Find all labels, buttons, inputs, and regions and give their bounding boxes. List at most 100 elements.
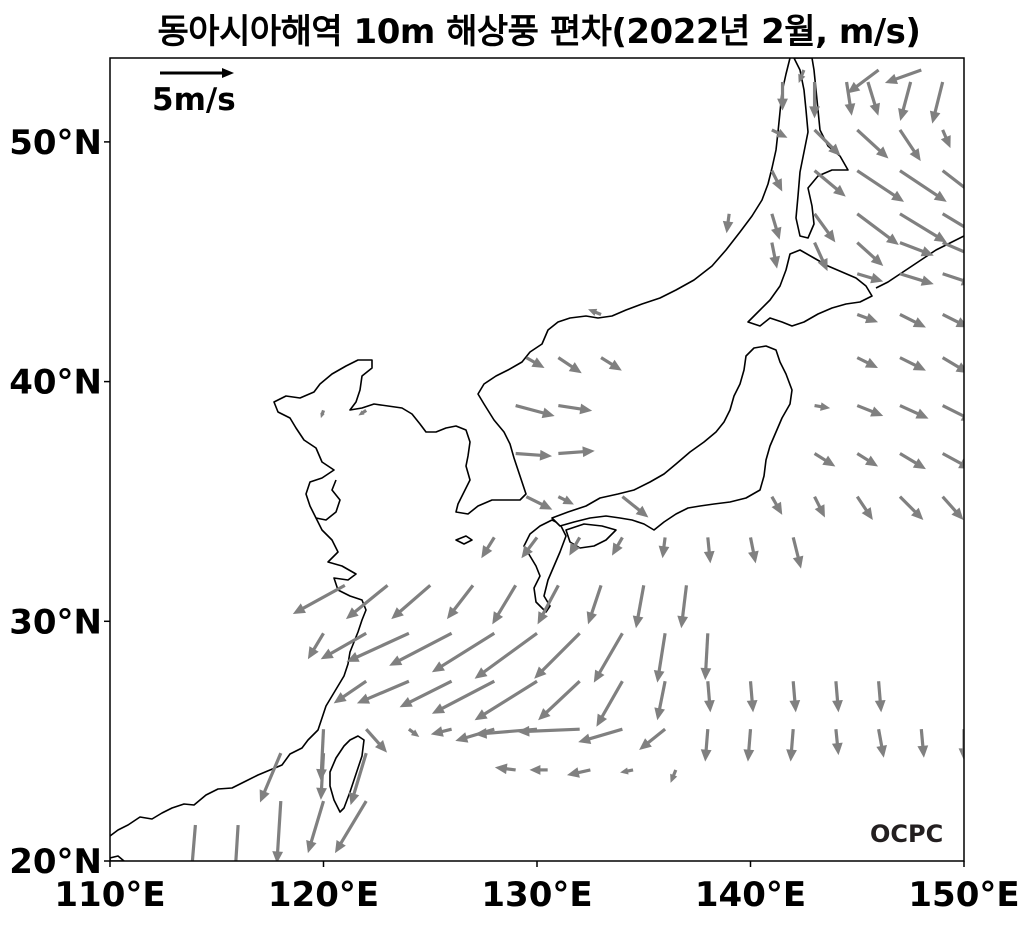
wind-vector-shaft — [877, 728, 884, 749]
wind-vector-head — [539, 499, 553, 510]
wind-vector-head — [430, 726, 444, 737]
wind-vector-head — [635, 505, 649, 518]
wind-vector — [558, 403, 593, 415]
wind-vector — [632, 585, 646, 629]
wind-vector-shaft — [941, 356, 962, 370]
wind-vector — [677, 585, 689, 629]
wind-vector-head — [345, 607, 359, 620]
wind-vector-head — [639, 738, 652, 750]
wind-vector-head — [374, 740, 387, 753]
wind-vector-head — [911, 507, 924, 521]
wind-vector-head — [822, 455, 836, 467]
wind-vector-shaft — [791, 681, 797, 703]
wind-vector — [446, 584, 475, 620]
wind-vector — [942, 241, 964, 254]
wind-vector — [832, 681, 843, 713]
wind-vector-shaft — [275, 800, 283, 854]
wind-vector — [346, 631, 410, 662]
x-tick-label: 120°E — [268, 875, 379, 915]
wind-vector — [813, 452, 836, 467]
wind-vector-shaft — [899, 212, 940, 239]
wind-vector — [703, 537, 715, 564]
axis-ticks: 110°E 120°E 130°E 140°E 150°E 20°N 30°N 40°N 50°… — [9, 123, 1019, 915]
wind-vector-head — [775, 128, 788, 138]
wind-vector-shaft — [898, 129, 917, 155]
wind-vector-head — [292, 603, 306, 614]
wind-vector-head — [539, 449, 553, 461]
wind-vector-head — [358, 410, 365, 416]
wind-vector-shaft — [481, 631, 538, 675]
wind-vector — [941, 452, 964, 469]
wind-vector-shaft — [309, 800, 326, 845]
wind-vector-head — [955, 317, 964, 328]
wind-vector-head — [955, 362, 964, 373]
wind-vector-shaft — [262, 752, 283, 795]
reference-vector-label: 5m/s — [152, 82, 236, 118]
wind-vector — [517, 725, 580, 737]
wind-vector-head — [833, 184, 846, 197]
wind-vector-shaft — [834, 729, 840, 746]
wind-vector — [316, 729, 327, 782]
wind-vector-shaft — [515, 404, 546, 416]
wind-vector-head — [474, 709, 488, 721]
wind-vector-head — [792, 555, 804, 569]
wind-vector-head — [771, 501, 783, 515]
wind-vector-head — [608, 359, 622, 371]
wind-vector — [358, 409, 368, 416]
wind-vector — [899, 272, 934, 286]
wind-vector-head — [847, 81, 861, 94]
wind-vector-shaft — [515, 451, 543, 458]
wind-vector-shaft — [899, 169, 940, 198]
wind-vector-head — [912, 360, 926, 371]
wind-vector-head — [316, 768, 327, 782]
wind-vector-head — [431, 661, 445, 673]
wind-vector-head — [832, 700, 843, 713]
ocpc-logo: OCPC — [870, 820, 943, 848]
wind-vector-shaft — [877, 681, 882, 703]
wind-vector-head — [771, 226, 782, 240]
wind-vector — [941, 212, 964, 229]
wind-vector-head — [431, 703, 446, 714]
wind-vector — [941, 313, 964, 328]
wind-vector — [566, 767, 591, 778]
wind-vector-head — [786, 749, 797, 762]
wind-vector-head — [823, 229, 836, 243]
wind-vector-head — [578, 733, 592, 744]
wind-vector-shaft — [748, 537, 756, 555]
wind-vector — [593, 632, 624, 683]
wind-vector — [809, 81, 820, 119]
wind-vector-shaft — [856, 128, 883, 154]
wind-vector — [746, 681, 758, 713]
wind-vector — [786, 729, 797, 762]
y-tick-label: 20°N — [9, 842, 102, 882]
wind-vector — [743, 729, 755, 762]
wind-vector-head — [410, 729, 420, 737]
wind-vector-shaft — [899, 356, 919, 368]
wind-vector — [898, 81, 913, 121]
wind-vector-shaft — [657, 680, 667, 712]
wind-vector — [292, 583, 346, 614]
wind-vector-head — [772, 178, 783, 192]
wind-vector — [899, 404, 929, 419]
wind-vector-shaft — [636, 585, 646, 620]
wind-vector-head — [870, 406, 884, 417]
wind-vector-shaft — [340, 679, 368, 700]
wind-vector-shaft — [397, 584, 432, 615]
wind-vector — [600, 356, 622, 371]
wind-vector-shaft — [599, 680, 624, 720]
wind-vector-head — [960, 414, 964, 421]
wind-vector — [515, 449, 553, 461]
wind-vector-shaft — [365, 728, 382, 747]
wind-vector-head — [653, 669, 665, 683]
wind-vector-head — [531, 357, 545, 369]
wind-vector-head — [960, 275, 964, 286]
y-tick-label: 40°N — [9, 363, 102, 403]
wind-vector-head — [670, 773, 678, 783]
wind-vector — [654, 680, 667, 721]
wind-vector-head — [677, 615, 689, 629]
wind-vector — [612, 536, 624, 556]
wind-vector-shaft — [899, 452, 919, 466]
wind-vector-head — [864, 357, 879, 369]
wind-vector-shaft — [621, 495, 642, 513]
